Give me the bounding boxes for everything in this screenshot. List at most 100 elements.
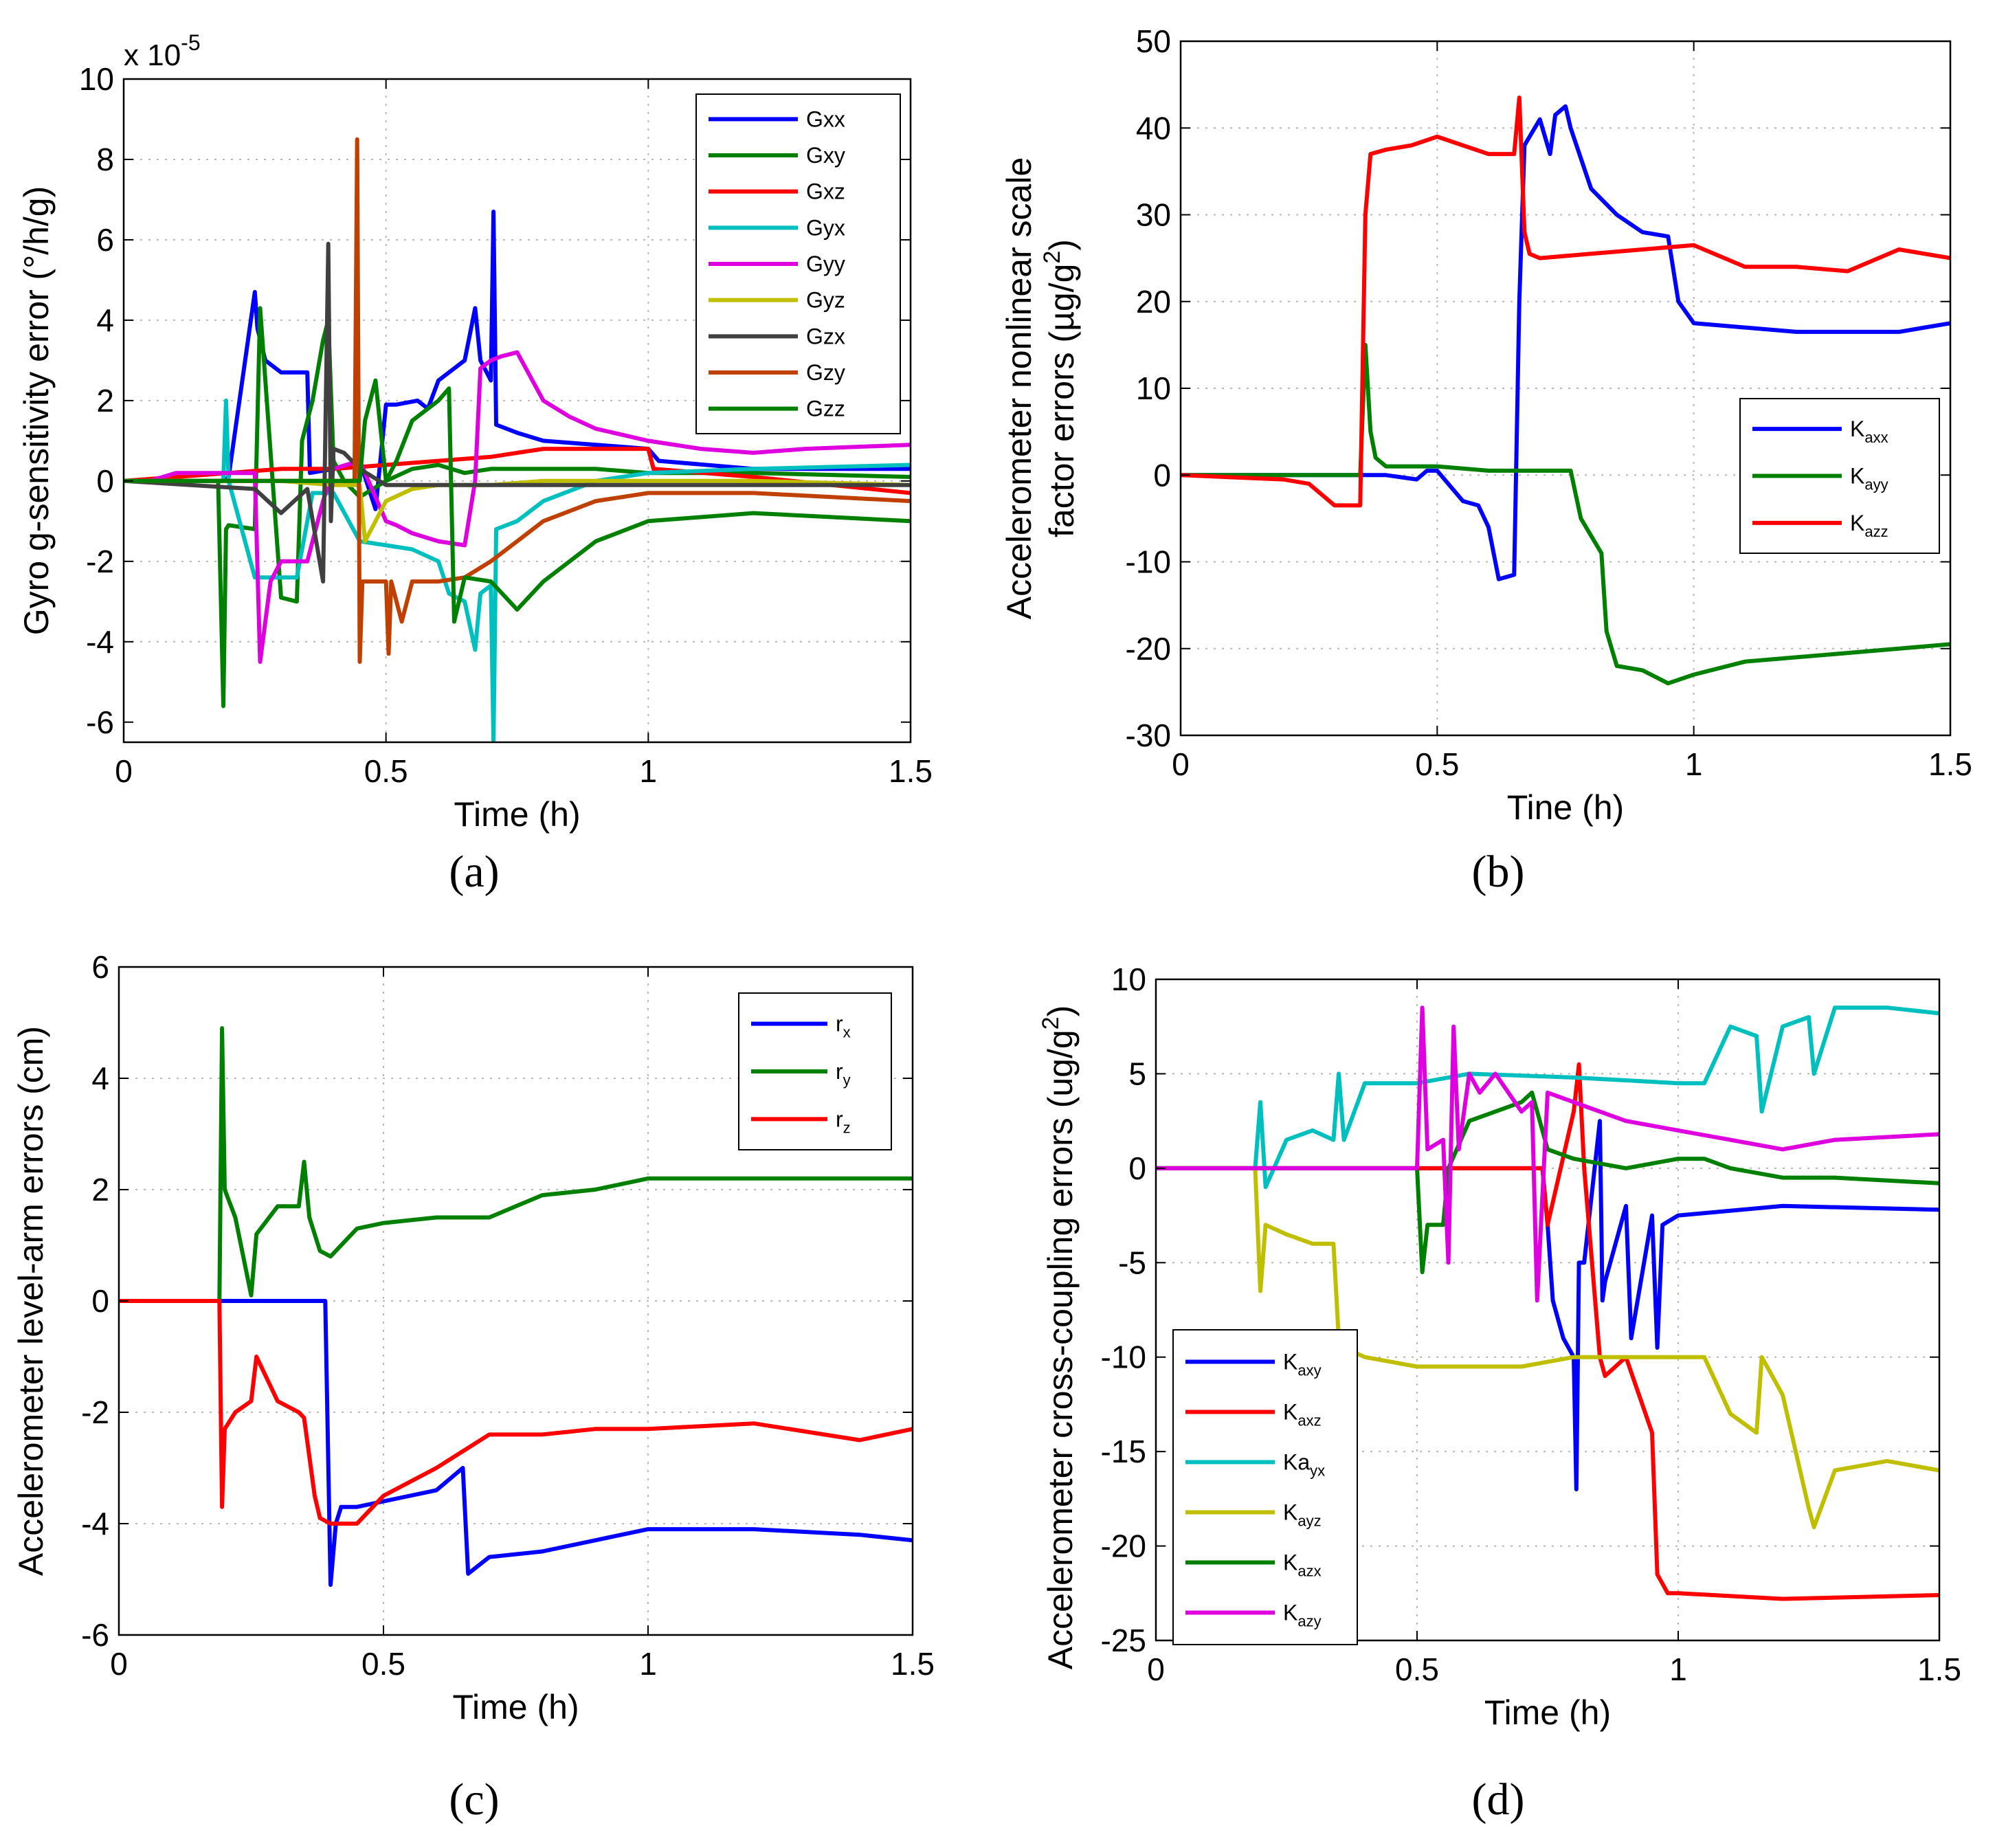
series-line-gzy-7 xyxy=(124,137,911,664)
x-axis-label: Time (h) xyxy=(452,1688,579,1726)
panel-d-cross-coupling: 0 0.5 1 1.5 -25 -20 -15 -10 -5 0 5 10 Time (h) Accele… xyxy=(1038,961,1961,1732)
axis-exponent: x 10-5 xyxy=(124,30,201,72)
y-tick-label: 0 xyxy=(96,463,114,499)
legend-label-main: Gzz xyxy=(806,397,845,421)
legend-label: Kaxz xyxy=(1283,1400,1322,1429)
y-tick-label: -5 xyxy=(1118,1245,1146,1280)
legend-label-main: Gyz xyxy=(806,288,845,313)
y-tick-label: 0 xyxy=(1153,457,1171,493)
exponent-power: -5 xyxy=(181,30,200,55)
series-group xyxy=(119,1026,913,1588)
y-tick-label: 0 xyxy=(1128,1150,1146,1186)
series-line-kazy-5 xyxy=(1156,1005,1939,1303)
exponent-base: x 10 xyxy=(124,38,181,72)
legend-label-main: Gyx xyxy=(806,215,845,240)
legend-label-main: K xyxy=(1283,1350,1297,1374)
x-axis-label: Tine (h) xyxy=(1507,788,1624,827)
legend-label: Gzx xyxy=(806,324,845,348)
x-tick-label: 1 xyxy=(1685,746,1703,782)
legend-label-subscript: x xyxy=(843,1024,851,1041)
y-tick-label: -20 xyxy=(1126,631,1171,667)
legend-label-main: Gyy xyxy=(806,252,845,276)
x-tick-label: 1 xyxy=(640,753,658,789)
x-tick-label: 1.5 xyxy=(891,1646,935,1682)
y-tick-label: -10 xyxy=(1101,1339,1146,1375)
y-tick-label: 8 xyxy=(96,142,114,177)
series-line-rx-0 xyxy=(119,1299,913,1588)
legend-label-subscript: axx xyxy=(1864,429,1888,446)
axes-box xyxy=(122,78,912,744)
series-line-kaxz-1 xyxy=(1156,1062,1939,1601)
y-tick-label: 10 xyxy=(1136,370,1171,406)
legend-label-subscript: ayz xyxy=(1297,1513,1321,1530)
x-tick-label: 1 xyxy=(1669,1651,1687,1687)
legend-label-main: r xyxy=(836,1012,843,1036)
legend-label: Gxy xyxy=(806,143,845,168)
legend-label-main: r xyxy=(836,1106,843,1131)
legend-label-subscript: azz xyxy=(1864,523,1888,540)
grid-lines xyxy=(1181,41,1950,735)
legend-label: Gzz xyxy=(806,397,845,421)
y-tick-label: 2 xyxy=(91,1172,109,1207)
legend-label-main: K xyxy=(1283,1550,1297,1575)
y-tick-label: -20 xyxy=(1101,1528,1146,1564)
legend-label: Kayx xyxy=(1283,1450,1325,1480)
series-line-gzx-6 xyxy=(124,241,911,584)
plot-area xyxy=(1181,41,1950,735)
legend-label-main: K xyxy=(1850,464,1864,489)
legend-label: rz xyxy=(836,1106,851,1136)
y-tick-label: 5 xyxy=(1128,1056,1146,1091)
legend-label-subscript: z xyxy=(843,1119,851,1136)
legend-label-main: Ka xyxy=(1283,1450,1310,1475)
x-tick-label: 1.5 xyxy=(1928,746,1972,782)
legend-label-subscript: axy xyxy=(1297,1362,1321,1379)
x-axis-label: Time (h) xyxy=(454,795,580,834)
legend-label-main: K xyxy=(1283,1601,1297,1625)
x-tick-label: 0.5 xyxy=(1395,1651,1439,1687)
legend-label-subscript: axz xyxy=(1297,1412,1321,1429)
y-tick-label: -4 xyxy=(86,624,114,660)
y-label-superscript: 2 xyxy=(1039,251,1065,264)
legend-label: Gzy xyxy=(806,360,845,385)
caption-d: (d) xyxy=(1472,1774,1525,1825)
y-axis-label: Accelerometer cross-coupling errors (ug/… xyxy=(1038,1005,1080,1670)
legend-label: Gyz xyxy=(806,288,845,313)
series-line-kazx-4 xyxy=(1156,1090,1939,1274)
legend-label-subscript: azy xyxy=(1297,1613,1321,1630)
legend-label: Kaxy xyxy=(1283,1350,1322,1379)
y-tick-label: 30 xyxy=(1136,197,1171,233)
legend-label-main: K xyxy=(1850,416,1864,441)
y-tick-label: 6 xyxy=(91,949,109,985)
panel-b-nonlinear-scale-factor: 0 0.5 1 1.5 -30 -20 -10 0 10 20 30 40 50 Tine (h) Acce… xyxy=(1000,23,1972,827)
x-tick-label: 1.5 xyxy=(1917,1651,1961,1687)
x-tick-label: 1 xyxy=(639,1646,657,1682)
caption-a: (a) xyxy=(449,847,499,897)
y-tick-label: 10 xyxy=(79,61,114,97)
legend-label: rx xyxy=(836,1012,851,1041)
legend-label: Kayz xyxy=(1283,1500,1322,1530)
y-label-superscript: 2 xyxy=(1038,1016,1064,1029)
y-tick-label: 0 xyxy=(91,1283,109,1319)
y-tick-label: -30 xyxy=(1126,717,1171,753)
series-line-kaxy-0 xyxy=(1156,1119,1939,1492)
x-tick-label: 1.5 xyxy=(889,753,933,789)
y-tick-label: 10 xyxy=(1111,961,1146,997)
y-axis-label: Accelerometer level-arm errors (cm) xyxy=(12,1026,50,1576)
legend-label: Kazx xyxy=(1283,1550,1322,1580)
y-tick-label: -4 xyxy=(81,1506,109,1541)
legend-label-main: K xyxy=(1283,1500,1297,1525)
legend-label: ry xyxy=(836,1059,851,1089)
y-tick-label: 50 xyxy=(1136,23,1171,59)
series-group xyxy=(124,137,911,742)
grid-lines xyxy=(1156,979,1939,1640)
y-axis-label-line1: Accelerometer nonlinear scale xyxy=(1000,157,1038,620)
series-line-rz-2 xyxy=(119,1299,913,1526)
y-tick-label: 20 xyxy=(1136,284,1171,320)
y-tick-label: 4 xyxy=(96,302,114,338)
legend-label-main: Gxx xyxy=(806,107,845,131)
x-tick-label: 0 xyxy=(1172,746,1190,782)
legend-label: Kazy xyxy=(1283,1601,1322,1630)
y-tick-label: -2 xyxy=(81,1394,109,1430)
